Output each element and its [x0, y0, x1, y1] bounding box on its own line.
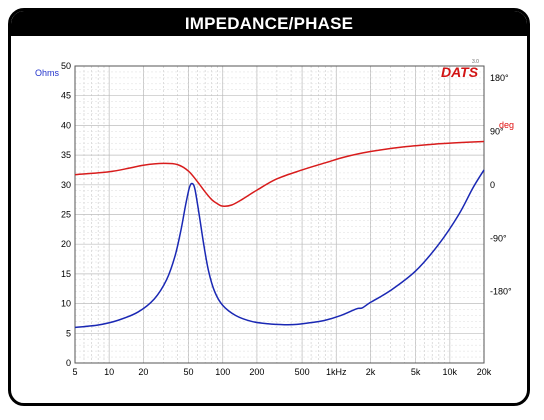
x-tick-label: 5k [411, 367, 421, 377]
chart-title: IMPEDANCE/PHASE [184, 14, 354, 33]
y-left-tick-label: 15 [61, 269, 71, 279]
curves [74, 140, 485, 329]
x-tick-label: 500 [295, 367, 310, 377]
tick-labels: 5 10 20 50 100 200 500 1kHz 2k 5k 10k 20k0510152025… [61, 61, 512, 377]
y-right-tick-label: 90° [490, 126, 504, 136]
x-tick-label: 10k [443, 367, 458, 377]
ohms-axis-label: Ohms [35, 68, 60, 78]
deg-axis-label: deg [499, 120, 514, 130]
x-tick-label: 100 [215, 367, 230, 377]
y-left-tick-label: 5 [66, 328, 71, 338]
y-right-tick-label: -180° [490, 287, 512, 297]
dats-logo: DATS 3.0 [441, 59, 479, 80]
x-tick-label: 200 [249, 367, 264, 377]
x-tick-label: 1kHz [326, 367, 347, 377]
y-right-tick-label: -90° [490, 233, 507, 243]
dats-logo-text: DATS [441, 64, 479, 80]
y-left-tick-label: 0 [66, 358, 71, 368]
x-tick-label: 20 [138, 367, 148, 377]
y-left-tick-label: 25 [61, 210, 71, 220]
y-left-tick-label: 30 [61, 180, 71, 190]
plot-border [74, 65, 485, 364]
title-bar: IMPEDANCE/PHASE [11, 11, 527, 36]
x-tick-label: 2k [366, 367, 376, 377]
y-left-tick-label: 50 [61, 61, 71, 71]
phase-curve [74, 140, 485, 207]
y-left-tick-label: 45 [61, 91, 71, 101]
y-right-tick-label: 180° [490, 73, 509, 83]
y-left-tick-label: 35 [61, 150, 71, 160]
x-tick-label: 20k [477, 367, 492, 377]
y-right-tick-label: 0 [490, 180, 495, 190]
x-tick-label: 5 [72, 367, 77, 377]
y-left-tick-label: 10 [61, 299, 71, 309]
y-left-tick-label: 20 [61, 239, 71, 249]
x-tick-label: 50 [184, 367, 194, 377]
impedance-curve [74, 169, 485, 329]
grid [74, 65, 485, 364]
x-tick-label: 10 [104, 367, 114, 377]
y-left-tick-label: 40 [61, 120, 71, 130]
graph-frame: IMPEDANCE/PHASE [8, 8, 530, 406]
dats-logo-version: 3.0 [472, 59, 479, 65]
